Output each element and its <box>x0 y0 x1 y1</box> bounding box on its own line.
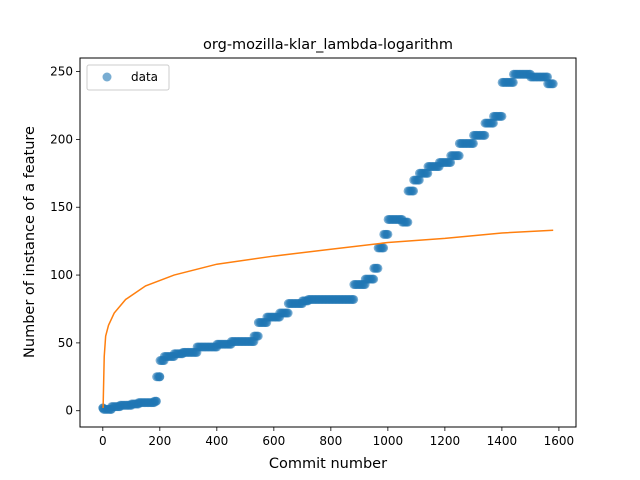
data-point <box>253 331 263 341</box>
data-point <box>349 294 359 304</box>
data-point <box>383 229 393 239</box>
data-point <box>373 263 383 273</box>
data-point <box>446 157 456 167</box>
y-axis: 0 50 100 150 200 250 <box>50 65 80 418</box>
y-tick-label: 200 <box>50 132 73 146</box>
legend-label-data: data <box>131 70 158 84</box>
legend: data <box>86 64 170 91</box>
data-point <box>369 274 379 284</box>
y-tick-label: 150 <box>50 200 73 214</box>
data-point <box>497 111 507 121</box>
data-point <box>379 243 389 253</box>
data-point <box>151 396 161 406</box>
y-tick-label: 100 <box>50 268 73 282</box>
data-point <box>423 168 433 178</box>
x-tick-label: 1200 <box>430 434 461 448</box>
x-tick-label: 1600 <box>544 434 575 448</box>
y-tick-label: 0 <box>65 404 73 418</box>
data-point <box>403 217 413 227</box>
data-point <box>542 72 552 82</box>
x-tick-label: 800 <box>319 434 342 448</box>
x-tick-label: 1400 <box>487 434 518 448</box>
x-tick-label: 0 <box>99 434 107 448</box>
axes-frame <box>79 57 577 428</box>
x-axis-label: Commit number <box>269 456 387 472</box>
y-tick-label: 50 <box>58 336 73 350</box>
data-point <box>468 138 478 148</box>
data-point <box>508 77 518 87</box>
y-tick-label: 250 <box>50 65 73 79</box>
x-tick-label: 1000 <box>373 434 404 448</box>
x-tick-label: 200 <box>148 434 171 448</box>
y-axis-label: Number of instance of a feature <box>22 126 38 358</box>
data-point <box>155 372 165 382</box>
data-point <box>414 175 424 185</box>
chart-title: org-mozilla-klar_lambda-logarithm <box>203 37 453 53</box>
data-point <box>454 151 464 161</box>
plot-area <box>98 69 558 414</box>
data-point <box>283 308 293 318</box>
data-point <box>480 130 490 140</box>
data-point <box>409 186 419 196</box>
fit-line <box>102 229 554 409</box>
legend-marker-data <box>102 72 112 82</box>
data-point <box>488 118 498 128</box>
data-point <box>548 79 558 89</box>
x-axis: 0 200 400 600 800 1000 1200 1400 1600 <box>99 427 574 448</box>
x-tick-label: 400 <box>205 434 228 448</box>
x-tick-label: 600 <box>262 434 285 448</box>
legend-box <box>86 64 170 91</box>
